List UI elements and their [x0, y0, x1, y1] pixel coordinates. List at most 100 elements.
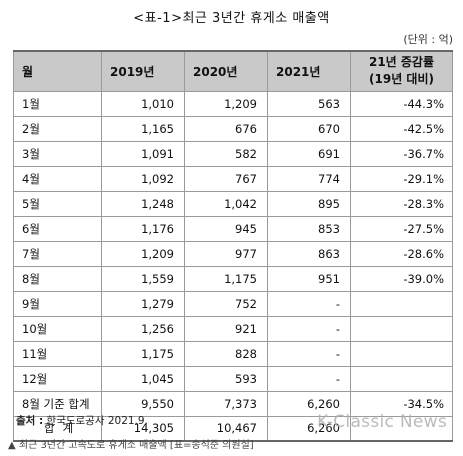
cell-month: 11월: [13, 340, 102, 367]
cell-change-rate: [350, 315, 453, 342]
header-2020: 2020년: [184, 50, 268, 92]
cell-2021: 670: [267, 115, 351, 142]
header-change-rate-line2: (19년 대비): [369, 72, 434, 87]
cell-change-rate: -29.1%: [350, 165, 453, 192]
cell-2021: 6,260: [267, 390, 351, 417]
table-row: 9월 1,279 752-: [13, 290, 453, 317]
table-row: 8월 기준 합계 9,550 7,373 6,260 -34.5%: [13, 390, 453, 417]
cell-total-2021: 6,260: [267, 415, 351, 442]
cell-2021: 853: [267, 215, 351, 242]
table-header-row: 월 2019년 2020년 2021년 21년 증감률 (19년 대비): [13, 50, 453, 92]
source-text: 한국도로공사 2021.9.: [46, 415, 148, 427]
header-2021: 2021년: [267, 50, 351, 92]
cell-2019: 1,559: [101, 265, 185, 292]
cell-2019: 1,010: [101, 90, 185, 117]
source-note: 출처 : 한국도로공사 2021.9.: [16, 413, 148, 428]
cell-2020: 1,175: [184, 265, 268, 292]
table-row: 4월 1,092 767 774 -29.1%: [13, 165, 453, 192]
source-label: 출처 :: [16, 415, 44, 427]
table-row: 1월 1,010 1,209 563 -44.3%: [13, 90, 453, 117]
cell-2020: 921: [184, 315, 268, 342]
cell-month: 2월: [13, 115, 102, 142]
cell-2019: 1,045: [101, 365, 185, 392]
cell-2019: 1,175: [101, 340, 185, 367]
table-row: 10월 1,256 921-: [13, 315, 453, 342]
cell-2021: -: [267, 340, 351, 367]
cell-2021: 563: [267, 90, 351, 117]
table-row: 8월 1,559 1,175 951 -39.0%: [13, 265, 453, 292]
header-change-rate: 21년 증감률 (19년 대비): [350, 50, 453, 92]
cell-2020: 593: [184, 365, 268, 392]
sales-table: 월 2019년 2020년 2021년 21년 증감률 (19년 대비) 1월 1…: [13, 50, 453, 442]
cell-2019: 1,176: [101, 215, 185, 242]
cell-2019: 1,256: [101, 315, 185, 342]
cell-2020: 582: [184, 140, 268, 167]
cell-2021: 895: [267, 190, 351, 217]
table-body: 1월 1,010 1,209 563 -44.3% 2월 1,165 676 670 -42.5%…: [13, 90, 453, 442]
table-row: 3월 1,091 582 691 -36.7%: [13, 140, 453, 167]
cell-2019: 1,279: [101, 290, 185, 317]
cell-2019: 1,165: [101, 115, 185, 142]
watermark-logo: K-Classic News: [317, 412, 447, 432]
table-row: 5월 1,248 1,042 895 -28.3%: [13, 190, 453, 217]
cell-change-rate: -28.3%: [350, 190, 453, 217]
cell-2019: 1,209: [101, 240, 185, 267]
cell-2020: 676: [184, 115, 268, 142]
cell-month: 9월: [13, 290, 102, 317]
table-row: 7월 1,209 977 863 -28.6%: [13, 240, 453, 267]
table-row: 6월 1,176 945 853 -27.5%: [13, 215, 453, 242]
cell-2020: 977: [184, 240, 268, 267]
cell-2019: 9,550: [101, 390, 185, 417]
cell-month: 10월: [13, 315, 102, 342]
cell-2021: -: [267, 365, 351, 392]
cell-2020: 1,042: [184, 190, 268, 217]
cell-month: 3월: [13, 140, 102, 167]
table-row: 12월 1,045 593-: [13, 365, 453, 392]
cell-2020: 752: [184, 290, 268, 317]
cell-month: 4월: [13, 165, 102, 192]
cell-change-rate: -44.3%: [350, 90, 453, 117]
cell-total-2019: 14,305: [101, 415, 185, 442]
cell-change-rate: -34.5%: [350, 390, 453, 417]
cell-change-rate: [350, 340, 453, 367]
cell-total-2020: 10,467: [184, 415, 268, 442]
table-total-row: 합계 14,305 10,467 6,260: [13, 415, 453, 442]
cell-change-rate: -39.0%: [350, 265, 453, 292]
cell-month: 8월: [13, 265, 102, 292]
table-title: <표-1>최근 3년간 휴게소 매출액: [133, 11, 330, 26]
table-row: 2월 1,165 676 670 -42.5%: [13, 115, 453, 142]
cell-2020: 828: [184, 340, 268, 367]
image-caption: ▲ 최근 3년간 고속도로 휴게소 매출액 [표=송석준 의원실]: [8, 440, 254, 451]
cell-change-rate: [350, 365, 453, 392]
cell-month: 7월: [13, 240, 102, 267]
cell-month: 1월: [13, 90, 102, 117]
cell-2021: -: [267, 315, 351, 342]
cell-2020: 1,209: [184, 90, 268, 117]
cell-2020: 945: [184, 215, 268, 242]
cell-change-rate: -36.7%: [350, 140, 453, 167]
cell-month: 8월 기준 합계: [13, 390, 102, 417]
cell-month: 12월: [13, 365, 102, 392]
cell-2019: 1,092: [101, 165, 185, 192]
cell-month: 5월: [13, 190, 102, 217]
cell-2021: 691: [267, 140, 351, 167]
header-change-rate-line1: 21년 증감률: [368, 55, 435, 70]
table-row: 11월 1,175 828-: [13, 340, 453, 367]
cell-2021: 951: [267, 265, 351, 292]
cell-change-rate: -27.5%: [350, 215, 453, 242]
cell-total-change-rate: [350, 415, 453, 442]
cell-change-rate: [350, 290, 453, 317]
cell-2019: 1,091: [101, 140, 185, 167]
cell-change-rate: -42.5%: [350, 115, 453, 142]
cell-2019: 1,248: [101, 190, 185, 217]
cell-2020: 767: [184, 165, 268, 192]
cell-change-rate: -28.6%: [350, 240, 453, 267]
cell-2020: 7,373: [184, 390, 268, 417]
header-2019: 2019년: [101, 50, 185, 92]
cell-2021: 774: [267, 165, 351, 192]
cell-2021: -: [267, 290, 351, 317]
header-month: 월: [13, 50, 102, 92]
cell-month: 6월: [13, 215, 102, 242]
cell-2021: 863: [267, 240, 351, 267]
unit-label: (단위 : 억): [403, 33, 453, 46]
